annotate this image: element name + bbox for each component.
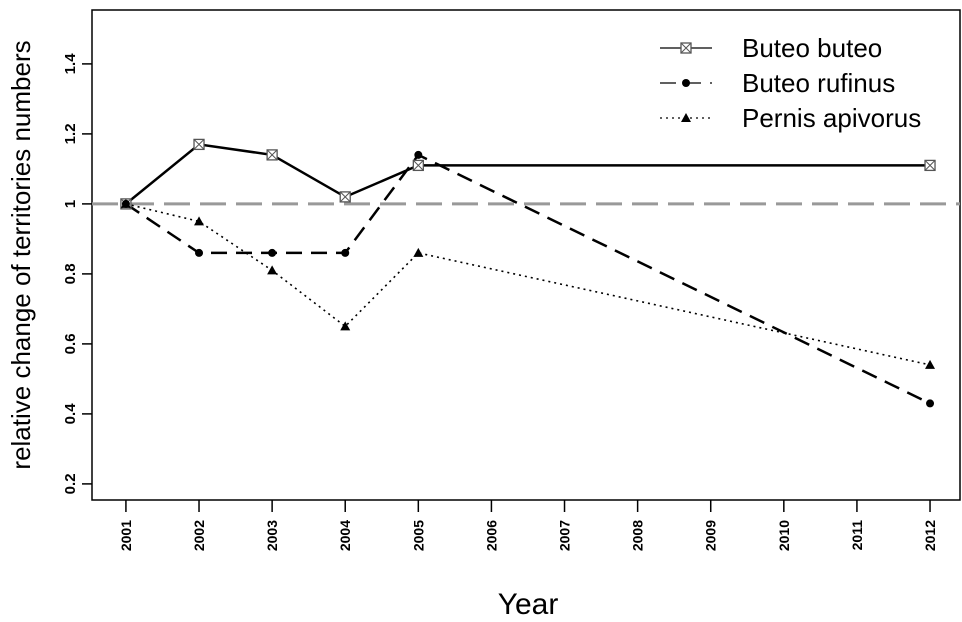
y-axis-label: relative change of territories numbers [6,40,36,469]
legend-marker [680,42,692,54]
data-point [413,247,424,257]
data-point [340,321,351,331]
x-tick-label: 2011 [849,520,865,551]
data-point [266,149,278,161]
legend-marker [682,79,690,87]
x-tick-label: 2005 [410,520,426,551]
marker-cross [193,139,205,150]
data-point [194,216,205,226]
x-tick-label: 2010 [776,520,792,551]
data-point [412,159,424,172]
x-tick-label: 2001 [118,520,134,551]
x-tick-label: 2007 [557,520,573,551]
data-point [267,265,278,275]
x-tick-label: 2006 [483,520,499,551]
marker-cross [680,42,692,54]
series-line [125,203,931,366]
marker-cross [266,149,278,161]
x-tick-label: 2008 [630,520,646,551]
y-tick-label: 1 [62,200,79,208]
y-tick-label: 0.2 [62,473,79,494]
data-point [268,248,277,257]
marker-cross [412,160,424,171]
y-tick-label: 0.4 [62,403,79,425]
x-tick-label: 2004 [337,520,353,551]
data-point [120,198,131,208]
data-point [195,248,204,257]
data-point [924,159,936,172]
y-tick-label: 0.8 [62,263,79,284]
x-axis-label: Year [498,588,559,621]
legend-label: Buteo rufinus [742,68,895,98]
marker-cross [339,191,351,203]
legend-label: Buteo buteo [742,33,882,63]
legend-marker [681,113,691,122]
y-tick-label: 0.6 [62,333,79,354]
y-tick-label: 1.2 [62,123,79,144]
series-line [125,153,931,405]
x-tick-label: 2012 [922,520,938,551]
data-point [414,150,423,159]
data-point [925,359,936,369]
x-tick-label: 2009 [703,520,719,551]
data-point [926,399,935,408]
data-point [193,138,205,151]
x-tick-label: 2002 [191,520,207,551]
series-line [125,143,931,205]
plot-frame [91,9,961,501]
data-point [339,191,351,203]
y-tick-label: 1.4 [62,53,79,75]
x-tick-label: 2003 [264,520,280,551]
legend-label: Pernis apivorus [742,103,921,133]
marker-cross [924,160,936,171]
data-point [341,248,350,257]
